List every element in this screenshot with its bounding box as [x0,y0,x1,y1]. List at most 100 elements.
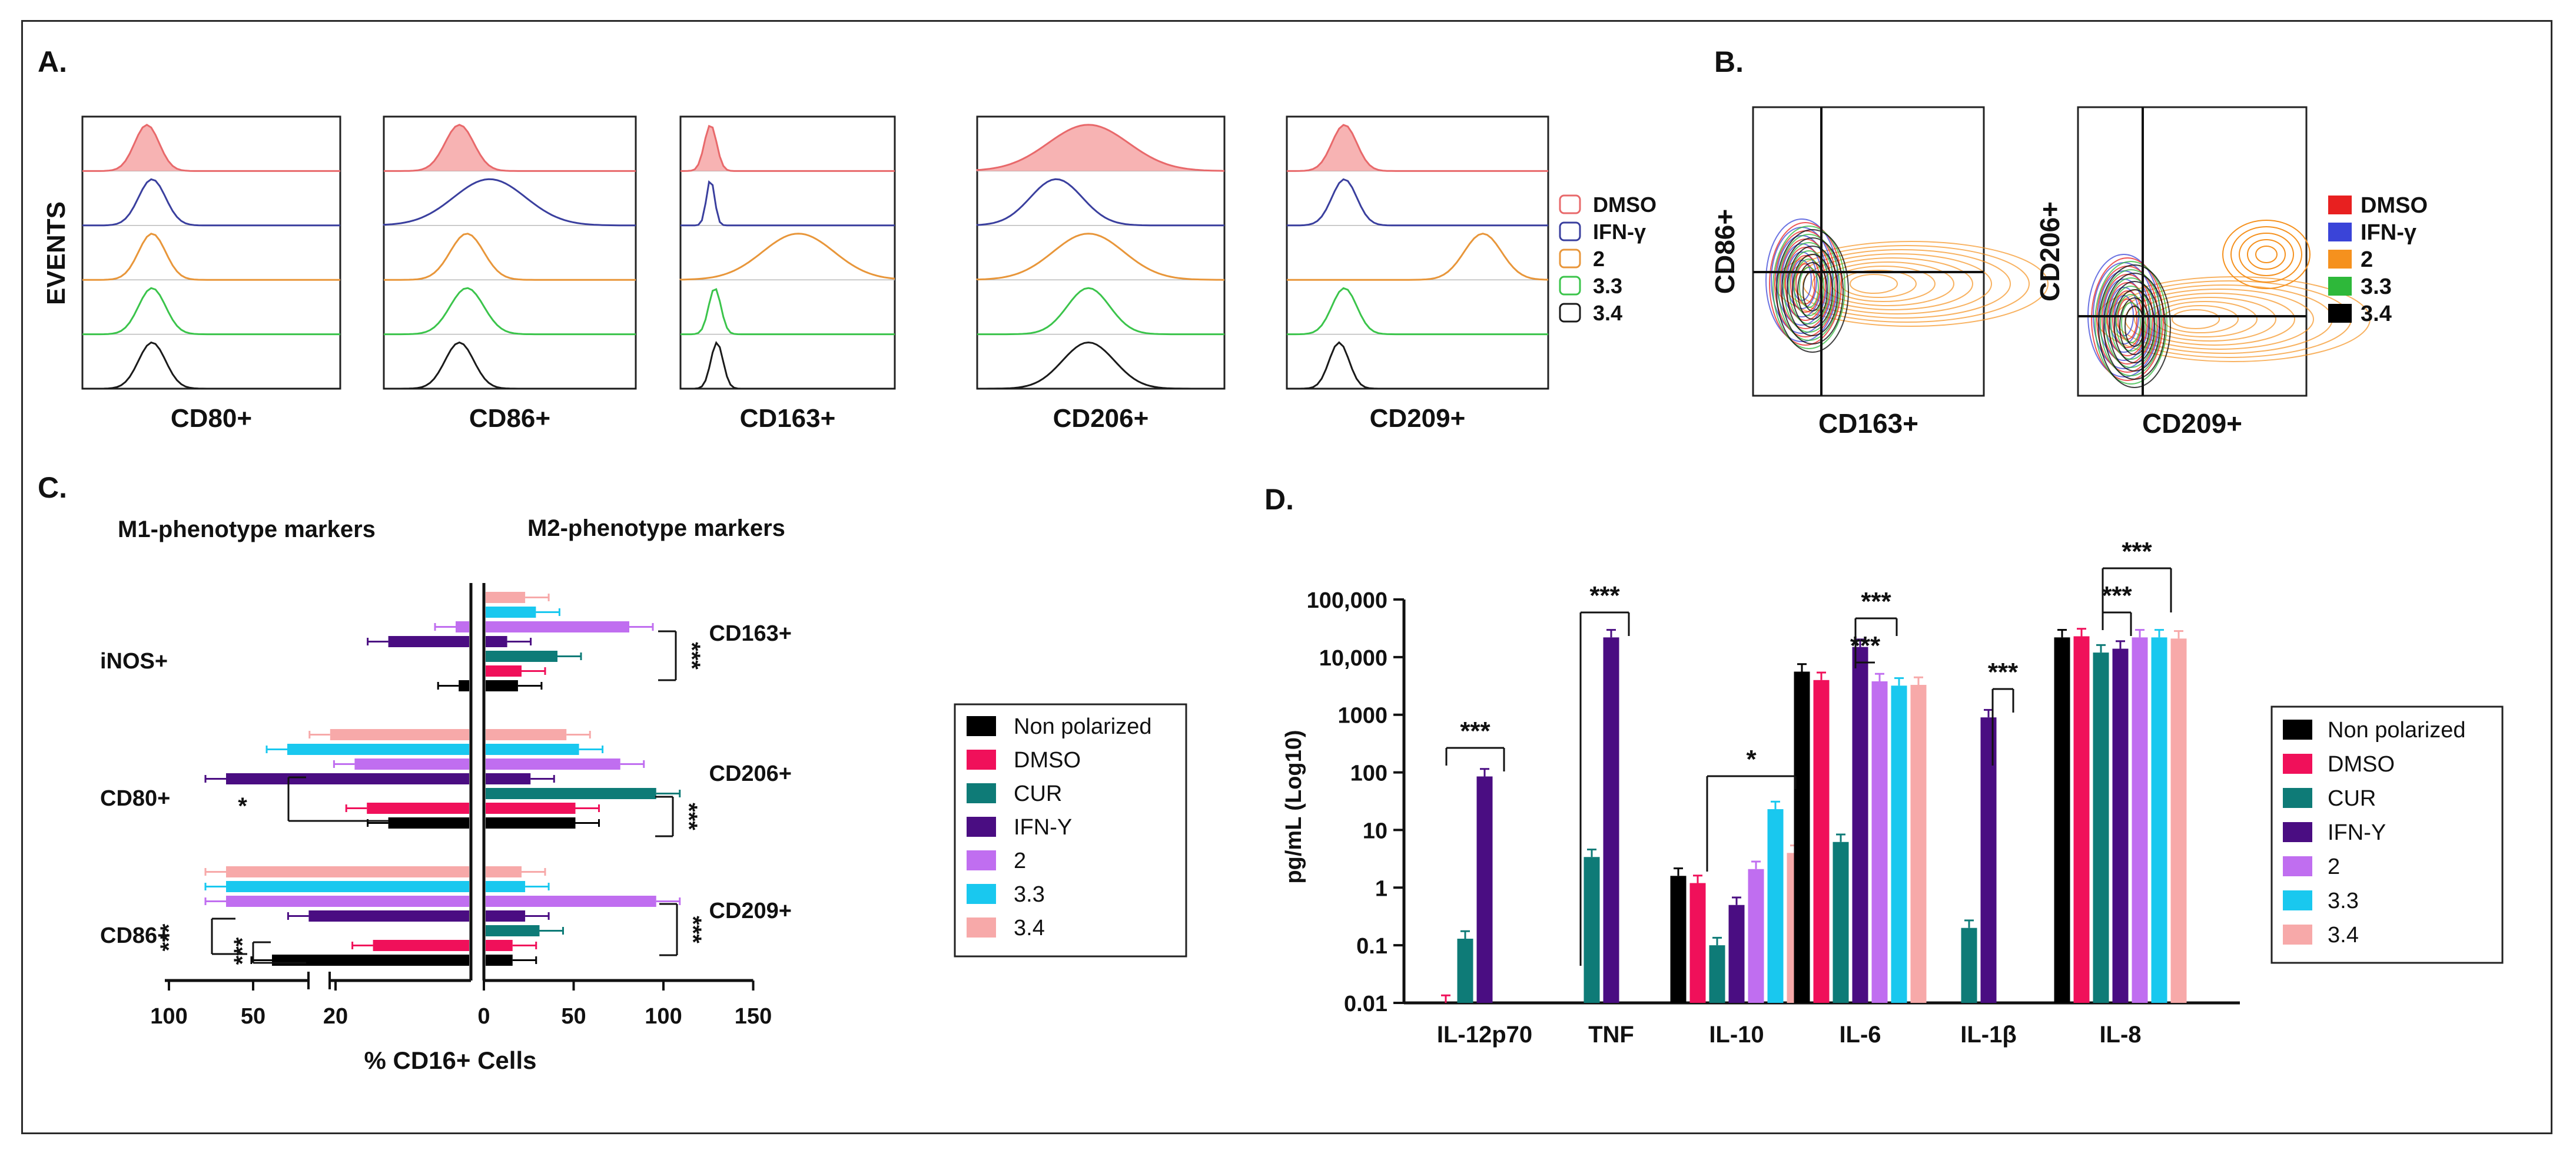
significance-mark: *** [1988,658,2019,687]
panel-a-label: A. [38,45,67,78]
c-legend-label: CUR [1014,781,1062,806]
histogram-trace-5 [680,340,895,390]
histogram-trace-5 [82,341,340,390]
c-bar-m2-CD206+-s2 [486,788,656,799]
c-sig-cd209: *** [659,903,706,956]
histogram-trace-3 [384,233,636,281]
legend-a-swatch [1559,194,1581,214]
d-legend-swatch [2283,788,2312,808]
d-legend-swatch [2283,925,2312,945]
significance-mark: *** [680,916,706,943]
c-bar-m2-CD206+-s1 [486,803,576,814]
legend-b-swatch [2328,223,2352,241]
d-bar-IL-10-CUR [1709,945,1725,1003]
c-bar-m2-CD209+-s6 [486,866,522,877]
c-legend-label: 3.3 [1014,882,1045,907]
c-right-category: CD206+ [709,761,792,786]
contour-line [2100,269,2162,376]
c-bar-m2-CD206+-s4 [486,758,620,770]
contour-line [2103,273,2166,380]
contour-line [1785,247,1826,321]
d-sig-il6-b: *** [1854,587,1898,663]
d-bar-IL-10-DMSO [1689,883,1706,1003]
d-sig-tnf: *** [1579,581,1630,966]
significance-mark: * [238,793,247,819]
legend-b-swatch [2328,250,2352,269]
d-category-label: IL-12p70 [1437,1022,1532,1048]
d-bar-IL-8-2 [2132,637,2148,1003]
significance-mark: *** [156,923,182,951]
c-legend-label: Non polarized [1014,714,1151,739]
histogram-trace-2 [680,180,895,227]
c-legend-box [954,703,1187,958]
significance-mark: *** [2122,537,2152,566]
d-legend-swatch [2283,890,2312,910]
d-bar-IL-12p70-IFN-Y [1476,776,1493,1003]
contour-line [2172,309,2220,329]
d-bar-IL-10-2 [1748,869,1764,1003]
contour-line [2105,277,2157,368]
histogram-trace-2 [1287,178,1548,227]
c-sig-cd80: * [238,776,389,822]
c-bar-m2-CD163+-s2 [486,651,557,662]
c-bar-m1-iNOS+-s3 [388,636,469,647]
d-legend-swatch [2283,856,2312,876]
contour-ylabel: CD206+ [2034,201,2065,302]
histogram-trace-3 [1287,233,1549,281]
contour-line [1769,222,1842,346]
contour-line [2230,226,2302,283]
c-bar-m2-CD206+-s5 [486,744,579,755]
histogram-marker-label: CD80+ [171,404,252,433]
d-legend-box [2270,705,2504,964]
legend-a-label: 2 [1593,247,1605,271]
c-bar-m2-CD163+-s5 [486,607,536,618]
contour-line [2098,264,2171,388]
contour-line [2114,289,2155,363]
histogram-trace-2 [82,178,340,227]
significance-mark: *** [679,642,705,670]
c-right-category: CD209+ [709,899,792,923]
legend-a-label: 3.4 [1593,301,1622,325]
contour-line [2239,233,2294,276]
significance-mark: *** [1589,581,1620,610]
d-ytick-label: 10 [1363,819,1387,843]
panel-c-left-title: M1-phenotype markers [118,516,376,542]
c-bar-m2-CD163+-s6 [486,592,526,603]
d-bar-IL-8-3.4 [2170,638,2187,1003]
c-bar-m1-CD80+-s1 [367,803,469,814]
contour-line [2255,246,2278,263]
histogram-marker-label: CD209+ [1370,404,1466,433]
histogram-trace-1 [384,124,636,172]
c-bar-m1-iNOS+-s0 [459,680,469,691]
c-bar-m1-CD86+-s6 [226,866,469,877]
c-legend-label: 2 [1014,849,1026,873]
significance-mark: *** [676,803,702,830]
c-bar-m1-CD86+-s1 [373,940,469,951]
d-legend-label: Non polarized [2328,718,2465,743]
d-bar-TNF-CUR [1584,857,1600,1003]
contour-line [2091,257,2164,381]
contour-box [2077,106,2308,397]
legend-b-label: 3.3 [2361,274,2392,299]
legend-a-swatch [1559,276,1581,296]
d-category-label: IL-6 [1839,1022,1881,1048]
contour-line [2134,293,2295,346]
c-left-tick-label: 50 [241,1004,265,1029]
histogram-box-4 [976,115,1226,390]
d-bar-IL-10-3.3 [1767,809,1784,1003]
contour-line [1793,249,2011,319]
c-sig-cd206: *** [655,796,702,837]
significance-mark: *** [1460,717,1491,746]
histogram-trace-4 [82,287,340,336]
legend-b-swatch [2328,196,2352,214]
contour-line [1792,254,1833,328]
contour-plot-2 [2077,106,2371,397]
d-category-label: TNF [1588,1022,1634,1048]
d-category-label: IL-10 [1709,1022,1764,1048]
d-legend-label: 2 [2328,854,2340,879]
c-sig-cd86: *** [156,917,247,955]
histogram-box-1 [81,115,341,390]
d-bar-IL-6-DMSO [1813,680,1830,1003]
c-left-category: CD86+ [100,923,170,948]
d-legend-label: IFN-Y [2328,820,2386,845]
